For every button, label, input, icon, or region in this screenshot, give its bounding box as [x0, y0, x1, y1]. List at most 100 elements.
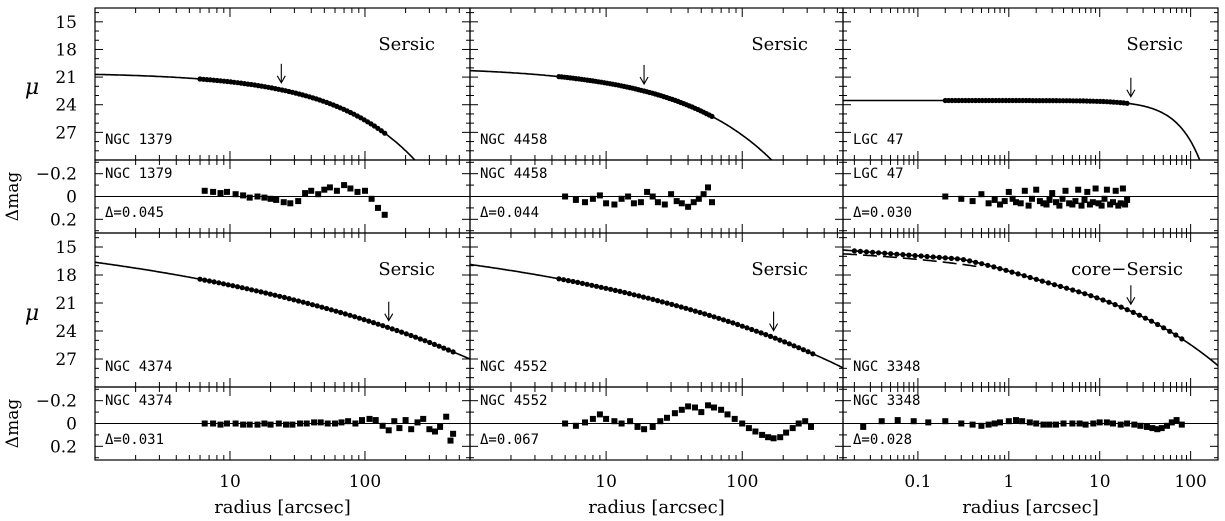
residual-data-point	[385, 427, 392, 434]
residual-data-point	[942, 418, 949, 425]
residual-data-point	[391, 418, 398, 425]
profile-data-point	[1155, 321, 1161, 328]
profile-data-point	[985, 262, 991, 268]
residual-data-point	[664, 414, 670, 421]
residual-data-point	[1103, 186, 1110, 193]
residual-data-point	[673, 198, 680, 205]
y-tick-label: 24	[55, 96, 77, 116]
profile-data-point	[603, 285, 609, 291]
profile-data-point	[556, 276, 562, 282]
profile-data-point	[1039, 278, 1045, 284]
profile-data-point	[702, 311, 708, 317]
residual-data-point	[379, 422, 386, 429]
profile-data-point	[1057, 283, 1064, 289]
profile-data-point	[924, 253, 930, 260]
residual-data-point	[925, 419, 932, 426]
profile-data-point	[1033, 276, 1039, 282]
profile-data-point	[305, 300, 311, 306]
x-tick-label: 1	[1003, 472, 1014, 492]
y-axis-label: μ	[25, 75, 39, 100]
profile-data-point	[356, 315, 362, 321]
profile-data-point	[608, 286, 614, 292]
residual-data-point	[618, 420, 625, 427]
profile-data-point	[1009, 269, 1015, 275]
residual-data-point	[627, 418, 634, 425]
profile-data-point	[399, 329, 405, 335]
residual-data-point	[366, 415, 373, 422]
residual-data-point	[201, 187, 208, 194]
residual-data-point	[1124, 196, 1131, 203]
residual-data-point	[1103, 419, 1110, 426]
residual-data-point	[695, 195, 702, 202]
model-type-label: Sersic	[751, 259, 808, 280]
residual-data-point	[562, 193, 569, 200]
residual-data-point	[240, 192, 247, 199]
residual-data-point	[1078, 202, 1085, 209]
residual-data-point	[261, 194, 268, 201]
profile-data-point	[291, 297, 297, 303]
profile-data-point	[197, 276, 203, 282]
residual-data-point	[1178, 421, 1185, 428]
profile-data-point	[249, 287, 255, 293]
residual-data-point	[997, 201, 1003, 208]
profile-data-point	[234, 284, 241, 290]
residual-data-point	[232, 191, 239, 198]
profile-data-point	[617, 288, 623, 294]
profile-data-point	[763, 332, 769, 338]
profile-data-point	[942, 255, 948, 261]
residual-data-point	[1124, 420, 1131, 427]
residual-data-point	[1029, 195, 1035, 202]
residual-data-point	[724, 411, 731, 418]
residual-data-point	[671, 410, 678, 417]
residual-data-point	[739, 420, 746, 427]
profile-data-point	[772, 335, 778, 341]
residual-data-point	[303, 420, 310, 427]
profile-data-point	[786, 341, 792, 347]
residual-data-point	[1053, 199, 1059, 206]
profile-data-point	[258, 289, 264, 295]
profile-data-point	[1003, 267, 1009, 273]
profile-data-point	[796, 345, 802, 351]
residual-rms-label: Δ=0.067	[480, 432, 539, 448]
profile-data-point	[1112, 302, 1118, 308]
profile-data-point	[1070, 287, 1076, 293]
profile-data-point	[441, 345, 447, 351]
residual-data-point	[321, 186, 328, 193]
profile-data-point	[593, 283, 600, 289]
residual-data-point	[402, 417, 409, 424]
residual-data-point	[1021, 187, 1028, 194]
residual-data-point	[283, 421, 289, 428]
profile-data-point	[1106, 299, 1112, 305]
profile-data-point	[1118, 304, 1124, 310]
residual-data-point	[432, 428, 438, 435]
residual-data-point	[1013, 199, 1019, 206]
residual-data-point	[267, 421, 274, 428]
residual-data-point	[201, 420, 208, 427]
residual-data-point	[217, 421, 224, 428]
profile-data-point	[1124, 100, 1130, 106]
profile-data-point	[202, 277, 208, 283]
fit-range-arrowhead	[1126, 296, 1136, 306]
profile-data-point	[445, 347, 451, 353]
profile-data-point	[973, 259, 979, 265]
profile-data-point	[906, 252, 912, 258]
profile-data-point	[384, 324, 391, 330]
profile-data-point	[267, 291, 273, 297]
residual-data-point	[317, 419, 324, 426]
fit-range-arrowhead	[769, 323, 779, 332]
profile-data-point	[380, 323, 386, 329]
profile-data-point	[954, 256, 961, 262]
profile-data-point	[622, 289, 628, 296]
residual-data-point	[644, 188, 651, 195]
profile-data-point	[263, 290, 269, 296]
residual-data-point	[254, 193, 261, 200]
profile-data-point	[598, 284, 604, 290]
fit-range-arrowhead	[276, 75, 286, 84]
residual-data-point	[1082, 421, 1089, 428]
residual-data-point	[668, 191, 675, 198]
x-tick-label: 0.1	[904, 472, 931, 492]
residual-data-point	[352, 420, 359, 427]
residual-data-point	[308, 187, 315, 194]
profile-data-point	[1088, 293, 1094, 299]
residual-data-point	[661, 201, 668, 208]
